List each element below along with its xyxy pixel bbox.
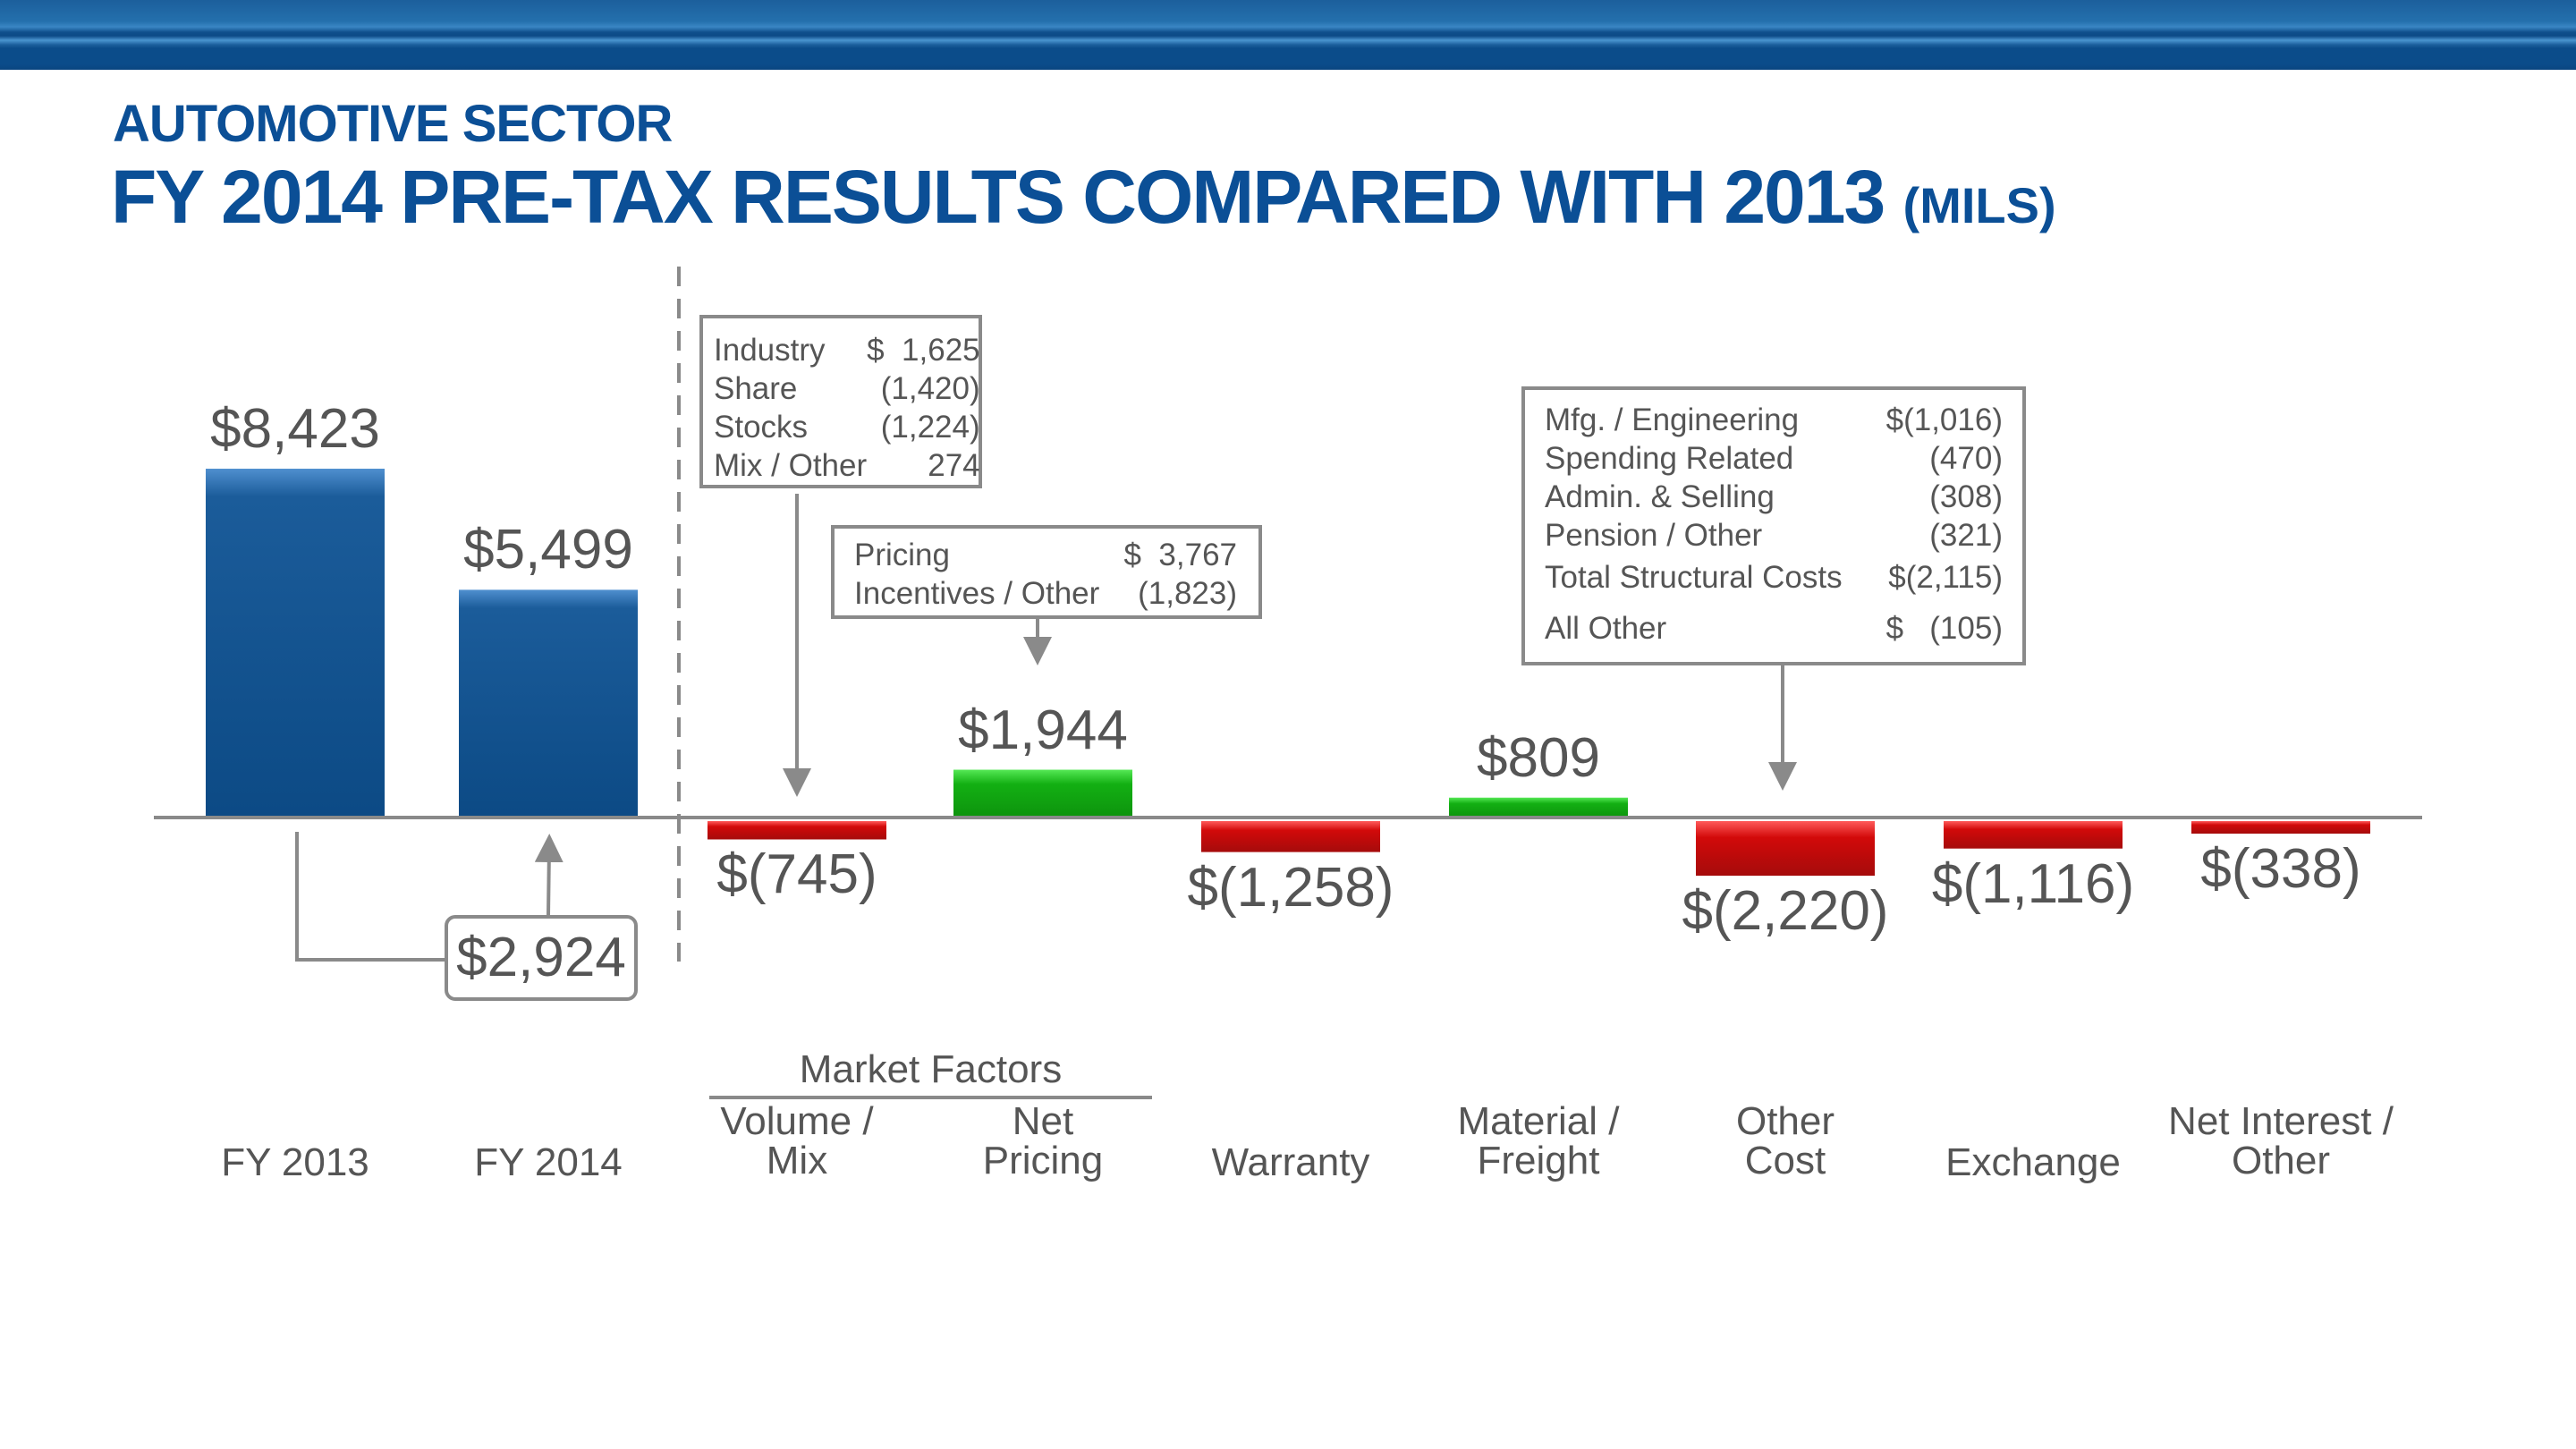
difference-label-box: $2,924 (445, 915, 638, 1001)
callout-row-label: Stocks (714, 410, 809, 445)
callout-row-label: Spending Related (1545, 441, 1794, 476)
data-label: $(745) (716, 843, 877, 906)
data-label: $(2,220) (1682, 880, 1889, 943)
category-label: FY 2013 (221, 1140, 369, 1184)
bar-net-pricing (953, 769, 1132, 818)
bar-volume-mix (708, 821, 886, 840)
callout-row: Incentives / Other (1,823) (854, 574, 1237, 613)
data-label: $(338) (2200, 838, 2361, 900)
category-label: Net Interest / Other (2168, 1099, 2394, 1182)
page-title: FY 2014 PRE-TAX RESULTS COMPARED WITH 20… (111, 154, 2056, 241)
title-text: FY 2014 PRE-TAX RESULTS COMPARED WITH 20… (111, 155, 1885, 239)
title-unit: (MILS) (1902, 177, 2056, 233)
data-label: $5,499 (463, 519, 633, 581)
difference-connector (295, 832, 445, 962)
callout-row-value: (1,823) (1138, 576, 1237, 611)
callout-row: Admin. & Selling (308) (1545, 478, 2003, 516)
callout-row-value: $ 1,625 (867, 333, 980, 368)
data-label: $8,423 (210, 398, 380, 460)
callout-row-value: (1,224) (880, 410, 980, 445)
category-label: Material / Freight (1457, 1099, 1620, 1182)
difference-arrow-icon (534, 834, 564, 916)
callout-row: All Other $ (105) (1545, 599, 2003, 657)
callout-row-label: Share (714, 371, 798, 406)
data-label: $(1,116) (1931, 852, 2135, 915)
callout-row: Stocks (1,224) (714, 408, 980, 446)
callout-net-pricing: Pricing $ 3,767 Incentives / Other (1,823) (831, 525, 1262, 619)
category-label: Exchange (1945, 1140, 2121, 1184)
callout-row-label: Industry (714, 333, 826, 368)
category-label: Volume / Mix (720, 1099, 874, 1182)
callout-row-label: All Other (1545, 610, 1667, 646)
category-label: Warranty (1211, 1140, 1370, 1184)
bar-fy-2014 (459, 589, 638, 818)
callout-row-value: (308) (1929, 479, 2003, 514)
callout-row-value: $ 3,767 (1123, 538, 1238, 572)
callout-row: Spending Related (470) (1545, 439, 2003, 478)
bar-fy-2013 (206, 469, 385, 818)
callout-row: Mfg. / Engineering $(1,016) (1545, 401, 2003, 439)
callout-row: Share (1,420) (714, 369, 980, 408)
bar-exchange (1944, 821, 2123, 849)
callout-row-label: Pension / Other (1545, 518, 1763, 553)
category-label: Other Cost (1735, 1099, 1835, 1182)
callout-row: Industry $ 1,625 (714, 331, 980, 369)
callout-other-cost: Mfg. / Engineering $(1,016) Spending Relat… (1521, 386, 2026, 665)
callout-row-label: Incentives / Other (854, 576, 1100, 611)
page-subtitle: AUTOMOTIVE SECTOR (113, 95, 673, 153)
header-band (0, 0, 2576, 70)
callout-row: Pricing $ 3,767 (854, 536, 1237, 574)
callout-row-label: Mix / Other (714, 448, 868, 483)
callout-row-label: Total Structural Costs (1545, 559, 1843, 595)
bar-warranty (1201, 821, 1380, 852)
data-label: $809 (1477, 726, 1600, 789)
category-label: Net Pricing (982, 1099, 1104, 1182)
callout-row-value: $(2,115) (1888, 559, 2003, 595)
data-label: $(1,258) (1187, 856, 1394, 919)
callout-row-value: (1,420) (880, 371, 980, 406)
bar-material-freight (1449, 797, 1628, 818)
callout-row-value: (321) (1929, 518, 2003, 553)
callout-row: Pension / Other (321) (1545, 516, 2003, 555)
bar-net-interest-other (2191, 821, 2370, 834)
bar-other-cost (1696, 821, 1875, 877)
callout-row-label: Pricing (854, 538, 950, 572)
callout-row-label: Mfg. / Engineering (1545, 402, 1800, 437)
category-label: FY 2014 (474, 1140, 623, 1184)
callout-volume-mix: Industry $ 1,625 Share (1,420) Stocks (1,224)… (699, 315, 982, 488)
callout-row: Total Structural Costs $(2,115) (1545, 555, 2003, 599)
callout-row-value: $(1,016) (1885, 402, 2003, 437)
market-factors-group-label: Market Factors (709, 1047, 1152, 1099)
callout-row: Mix / Other 274 (714, 446, 980, 485)
callout-row-label: Admin. & Selling (1545, 479, 1775, 514)
callout-row-value: (470) (1929, 441, 2003, 476)
data-label: $1,944 (958, 699, 1128, 761)
callout-row-value: 274 (928, 448, 980, 483)
callout-row-value: $ (105) (1885, 610, 2003, 646)
